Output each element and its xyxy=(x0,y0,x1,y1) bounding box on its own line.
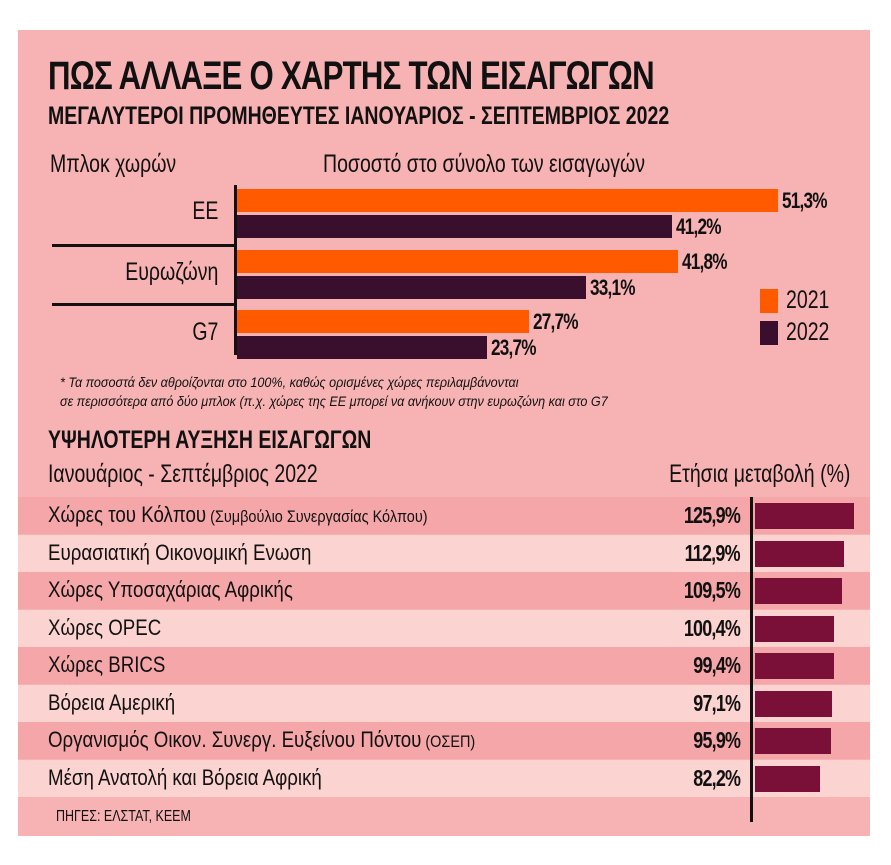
growth-bar xyxy=(755,503,855,529)
value-label: 33,1% xyxy=(590,275,636,300)
row-value: 112,9% xyxy=(684,539,741,566)
growth-bar xyxy=(755,728,831,754)
growth-header-text: Ετήσια μεταβολή (%) xyxy=(668,460,850,488)
growth-row: Βόρεια Αμερική 97,1% xyxy=(18,684,870,722)
legend-swatch-2022 xyxy=(760,321,778,345)
row-label: Χώρες OPEC xyxy=(48,614,162,640)
growth-subtitle-text: Ιανουάριος - Σεπτέμβριος 2022 xyxy=(48,460,318,488)
legend-label-2022: 2022 xyxy=(786,318,830,346)
chart-title-text: ΠΩΣ ΑΛΛΑΞΕ Ο ΧΑΡΤΗΣ ΤΩΝ ΕΙΣΑΓΩΓΩΝ xyxy=(48,54,655,98)
growth-row: Χώρες BRICS 99,4% xyxy=(18,647,870,684)
row-label: Βόρεια Αμερική xyxy=(48,689,176,715)
legend-label-2021: 2021 xyxy=(786,286,830,314)
growth-axis xyxy=(750,497,753,822)
sources-text: ΠΗΓΕΣ: ΕΛΣΤΑΤ, ΚΕΕΜ xyxy=(56,808,191,825)
infographic-panel: ΠΩΣ ΑΛΛΑΞΕ Ο ΧΑΡΤΗΣ ΤΩΝ ΕΙΣΑΓΩΓΩΝ ΜΕΓΑΛΥ… xyxy=(18,30,870,836)
row-value: 125,9% xyxy=(683,502,741,528)
value-label: 41,8% xyxy=(681,249,728,274)
growth-subtitle: Ιανουάριος - Σεπτέμβριος 2022 xyxy=(48,460,394,489)
growth-row: Ευρασιατική Οικονομική Ενωση 112,9% xyxy=(18,534,870,572)
footnote-line-1-text: * Τα ποσοστά δεν αθροίζονται στο 100%, κ… xyxy=(60,374,519,390)
value-label: 51,3% xyxy=(782,188,828,213)
row-value: 95,9% xyxy=(693,727,741,753)
footnote-line-1: * Τα ποσοστά δεν αθροίζονται στο 100%, κ… xyxy=(60,374,569,390)
bar-2021 xyxy=(237,250,678,273)
share-header: Ποσοστό στο σύνολο των εισαγωγών xyxy=(323,150,736,179)
top-axis xyxy=(234,185,237,355)
row-value: 109,5% xyxy=(683,577,741,603)
growth-header: Ετήσια μεταβολή (%) xyxy=(618,460,850,489)
growth-title-text: ΥΨΗΛΟΤΕΡΗ ΑΥΞΗΣΗ ΕΙΣΑΓΩΓΩΝ xyxy=(48,426,372,454)
value-label: 27,7% xyxy=(533,309,579,334)
category-label: ΕΕ xyxy=(191,197,218,225)
sources: ΠΗΓΕΣ: ΕΛΣΤΑΤ, ΚΕΕΜ xyxy=(56,808,229,826)
category-label: G7 xyxy=(191,318,218,346)
bar-2022 xyxy=(237,215,672,238)
growth-bar xyxy=(755,540,845,567)
footnote-line-2: σε περισσότερα από δύο μπλοκ (π.χ. χώρες… xyxy=(60,393,669,409)
legend-swatch-2021 xyxy=(760,289,778,313)
growth-row: Μέση Ανατολή και Βόρεια Αφρική 82,2% xyxy=(18,759,870,797)
growth-row: Οργανισμός Οικον. Συνεργ. Ευξείνου Πόντο… xyxy=(18,722,870,759)
bar-2022 xyxy=(237,336,488,359)
bloc-header-text: Μπλοκ χωρών xyxy=(50,150,177,178)
row-value: 82,2% xyxy=(693,764,741,791)
row-value: 99,4% xyxy=(693,652,741,678)
bar-2021 xyxy=(237,310,530,333)
row-label: Μέση Ανατολή και Βόρεια Αφρική xyxy=(48,764,322,790)
growth-bar xyxy=(755,765,820,792)
growth-bar xyxy=(755,578,842,604)
group-divider xyxy=(52,244,236,247)
bar-2022 xyxy=(237,276,587,299)
value-label: 41,2% xyxy=(675,214,722,239)
share-header-text: Ποσοστό στο σύνολο των εισαγωγών xyxy=(323,150,646,178)
row-label: Χώρες Υποσαχάριας Αφρικής xyxy=(48,577,293,602)
chart-title: ΠΩΣ ΑΛΛΑΞΕ Ο ΧΑΡΤΗΣ ΤΩΝ ΕΙΣΑΓΩΓΩΝ xyxy=(48,54,825,99)
row-value: 97,1% xyxy=(693,689,741,716)
chart-subtitle: ΜΕΓΑΛΥΤΕΡΟΙ ΠΡΟΜΗΘΕΥΤΕΣ ΙΑΝΟΥΑΡΙΟΣ - ΣΕΠ… xyxy=(48,102,844,131)
row-label: Χώρες BRICS xyxy=(48,652,166,677)
row-value: 100,4% xyxy=(683,614,741,641)
footnote-line-2-text: σε περισσότερα από δύο μπλοκ (π.χ. χώρες… xyxy=(60,393,608,409)
growth-row: Χώρες Υποσαχάριας Αφρικής 109,5% xyxy=(18,572,870,609)
growth-row: Χώρες OPEC 100,4% xyxy=(18,609,870,647)
bar-2021 xyxy=(237,189,779,212)
value-label: 23,7% xyxy=(491,335,537,360)
bloc-header: Μπλοκ χωρών xyxy=(50,150,212,179)
growth-row: Χώρες του Κόλπου (Συμβούλιο Συνεργασίας … xyxy=(18,497,870,534)
growth-bar xyxy=(755,653,834,679)
group-divider xyxy=(52,303,236,306)
chart-subtitle-text: ΜΕΓΑΛΥΤΕΡΟΙ ΠΡΟΜΗΘΕΥΤΕΣ ΙΑΝΟΥΑΡΙΟΣ - ΣΕΠ… xyxy=(48,102,670,130)
growth-title: ΥΨΗΛΟΤΕΡΗ ΑΥΞΗΣΗ ΕΙΣΑΓΩΓΩΝ xyxy=(48,426,463,455)
row-label: Ευρασιατική Οικονομική Ενωση xyxy=(48,539,312,565)
row-label: Χώρες του Κόλπου (Συμβούλιο Συνεργασίας … xyxy=(48,502,428,527)
row-label: Οργανισμός Οικον. Συνεργ. Ευξείνου Πόντο… xyxy=(48,727,476,752)
category-label: Ευρωζώνη xyxy=(124,258,218,286)
growth-bar xyxy=(755,690,832,717)
growth-bar xyxy=(755,615,835,642)
